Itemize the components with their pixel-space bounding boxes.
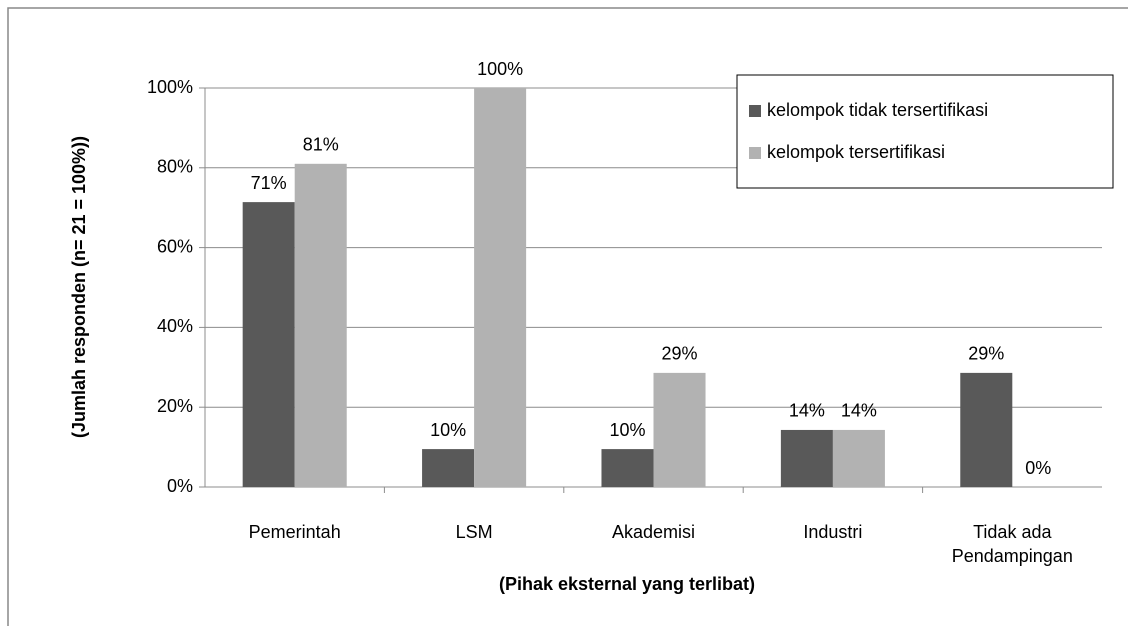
- value-label: 81%: [303, 135, 339, 155]
- value-label: 10%: [609, 420, 645, 440]
- frame: [7, 7, 1128, 626]
- x-tick-label: Pemerintah: [248, 522, 341, 542]
- y-tick-label: 20%: [157, 396, 193, 416]
- value-label: 71%: [251, 173, 287, 193]
- y-axis-label: (Jumlah responden (n= 21 = 100%)): [69, 136, 89, 438]
- bar: [242, 202, 295, 487]
- x-tick-label: Akademisi: [611, 522, 696, 542]
- x-axis-label: (Pihak eksternal yang terlibat): [499, 574, 755, 594]
- value-label: 29%: [661, 344, 697, 364]
- value-label: 29%: [968, 344, 1004, 364]
- bar: [474, 88, 527, 487]
- legend-label: kelompok tidak tersertifikasi: [767, 100, 988, 120]
- bar: [832, 429, 885, 487]
- value-label: 100%: [477, 59, 523, 79]
- y-tick-label: 100%: [147, 77, 193, 97]
- y-tick-label: 40%: [157, 316, 193, 336]
- bar: [960, 372, 1013, 487]
- y-tick-label: 80%: [157, 157, 193, 177]
- value-label: 10%: [430, 420, 466, 440]
- bar: [653, 372, 706, 487]
- legend-swatch: [749, 147, 761, 159]
- x-tick-label: LSM: [455, 522, 493, 542]
- legend-swatch: [749, 105, 761, 117]
- legend-label: kelompok tersertifikasi: [767, 142, 945, 162]
- bar: [422, 449, 475, 487]
- x-tick-label: Industri: [803, 522, 863, 542]
- bar: [601, 449, 654, 487]
- x-tick-label: Tidak ada Pendampingan: [951, 522, 1073, 566]
- value-label: 14%: [789, 401, 825, 421]
- bar: [780, 429, 833, 487]
- y-tick-label: 60%: [157, 236, 193, 256]
- value-label: 0%: [1025, 458, 1051, 478]
- y-tick-label: 0%: [167, 476, 193, 496]
- value-label: 14%: [841, 401, 877, 421]
- legend-box: [736, 74, 1114, 189]
- bar: [294, 163, 347, 487]
